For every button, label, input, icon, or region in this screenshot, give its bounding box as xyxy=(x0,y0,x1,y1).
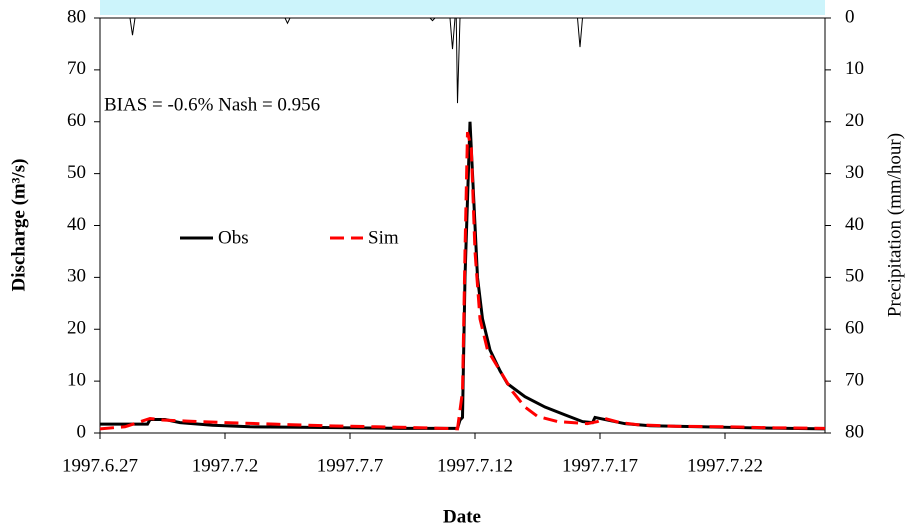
precipitation-line xyxy=(100,17,825,104)
y-tick-label: 70 xyxy=(67,58,86,79)
x-tick-label: 1997.7.12 xyxy=(437,455,513,476)
legend-label: Sim xyxy=(368,227,399,248)
x-tick-label: 1997.7.2 xyxy=(192,455,259,476)
y2-tick-label: 10 xyxy=(845,58,864,79)
annotation: BIAS = -0.6% Nash = 0.956 xyxy=(104,94,320,115)
y2-tick-label: 60 xyxy=(845,318,864,339)
y-tick-label: 50 xyxy=(67,162,86,183)
legend-label: Obs xyxy=(218,227,249,248)
x-axis-title: Date xyxy=(443,506,481,527)
y-tick-label: 40 xyxy=(67,214,86,235)
y-axis-title: Discharge (m³/s) xyxy=(8,159,29,292)
x-tick-label: 1997.7.17 xyxy=(562,455,638,476)
y-tick-label: 10 xyxy=(67,369,86,390)
y-tick-label: 60 xyxy=(67,110,86,131)
y2-axis-title: Precipitation (mm/hour) xyxy=(884,133,905,317)
y2-tick-label: 70 xyxy=(845,369,864,390)
y-tick-label: 30 xyxy=(67,266,86,287)
y-tick-label: 80 xyxy=(67,6,86,27)
y-tick-label: 20 xyxy=(67,318,86,339)
title-banner xyxy=(100,0,825,15)
x-tick-label: 1997.7.7 xyxy=(317,455,384,476)
y2-tick-label: 30 xyxy=(845,162,864,183)
x-tick-label: 1997.7.22 xyxy=(687,455,763,476)
y2-tick-label: 20 xyxy=(845,110,864,131)
y2-tick-label: 80 xyxy=(845,421,864,442)
y2-tick-label: 40 xyxy=(845,214,864,235)
y2-tick-label: 0 xyxy=(845,6,855,27)
series-line xyxy=(99,131,826,431)
x-tick-label: 1997.6.27 xyxy=(62,455,138,476)
y2-tick-label: 50 xyxy=(845,266,864,287)
y-tick-label: 0 xyxy=(77,421,87,442)
